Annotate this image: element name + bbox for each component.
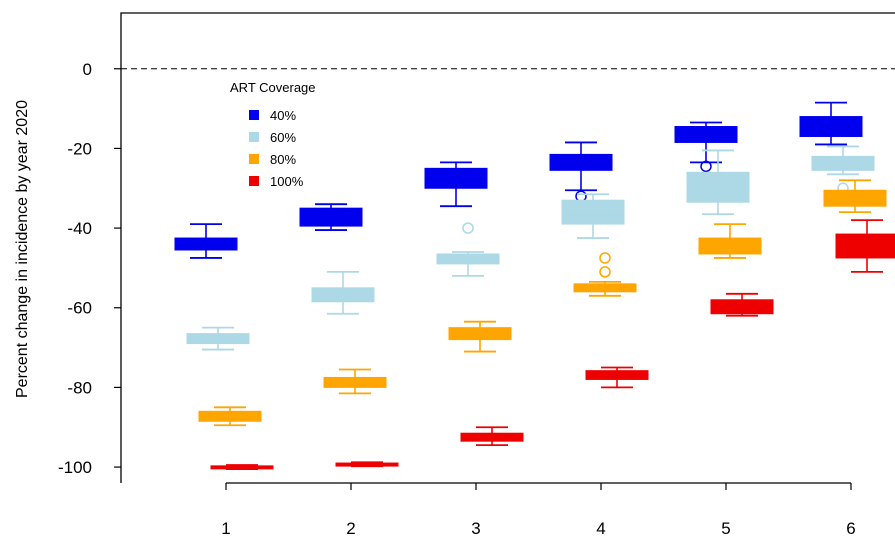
y-tick-label: -20 — [67, 139, 92, 158]
legend-label: 40% — [270, 108, 296, 123]
box-iqr — [561, 199, 625, 225]
box-iqr — [674, 126, 738, 143]
legend-swatch — [249, 176, 259, 186]
legend-label: 60% — [270, 130, 296, 145]
legend-label: 100% — [270, 174, 304, 189]
box-outlier — [599, 266, 611, 278]
x-tick-label: 4 — [596, 519, 605, 538]
box-outlier — [599, 252, 611, 264]
x-tick-label: 2 — [346, 519, 355, 538]
y-tick-label: -60 — [67, 299, 92, 318]
legend-swatch — [249, 154, 259, 164]
box-outlier — [462, 222, 474, 234]
x-tick-label: 5 — [721, 519, 730, 538]
y-tick-label: 0 — [83, 60, 92, 79]
x-tick-label: 6 — [846, 519, 855, 538]
box-iqr — [799, 116, 863, 137]
legend-title: ART Coverage — [230, 80, 316, 95]
y-tick-label: -40 — [67, 219, 92, 238]
y-tick-label: -100 — [58, 458, 92, 477]
x-tick-label: 3 — [471, 519, 480, 538]
y-axis-label: Percent change in incidence by year 2020 — [14, 100, 31, 398]
x-tick-label: 1 — [221, 519, 230, 538]
legend-swatch — [249, 110, 259, 120]
y-tick-label: -80 — [67, 378, 92, 397]
box-outlier — [700, 160, 712, 173]
plot-frame — [120, 12, 895, 483]
box-iqr — [424, 167, 488, 189]
legend-label: 80% — [270, 152, 296, 167]
legend-swatch — [249, 132, 259, 142]
